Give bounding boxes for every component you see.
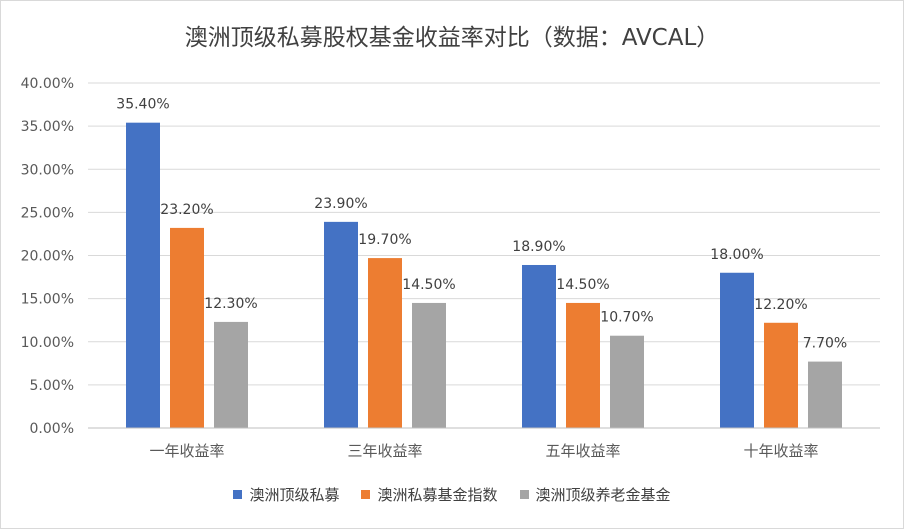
x-tick-label: 一年收益率 [149, 442, 224, 460]
data-label: 14.50% [556, 277, 609, 293]
bar [214, 321, 248, 428]
x-tick-label: 十年收益率 [743, 442, 818, 460]
data-label: 12.30% [204, 296, 257, 312]
y-tick-label: 5.00% [30, 378, 74, 394]
legend-label: 澳洲顶级私募 [249, 486, 340, 504]
x-tick-label: 三年收益率 [347, 442, 422, 460]
chart-legend: 澳洲顶级私募 澳洲私募基金指数 澳洲顶级养老金基金 [0, 484, 904, 505]
bar [324, 221, 358, 428]
data-label: 23.90% [314, 196, 367, 212]
bar [808, 361, 842, 428]
bar [126, 122, 160, 429]
bar [764, 322, 798, 428]
y-tick-label: 25.00% [21, 205, 74, 221]
chart-title: 澳洲顶级私募股权基金收益率对比（数据：AVCAL） [184, 25, 720, 51]
y-tick-label: 20.00% [21, 249, 74, 265]
y-tick-label: 35.00% [21, 119, 74, 135]
bar [566, 302, 600, 428]
data-label: 10.70% [600, 310, 653, 326]
data-label: 23.20% [160, 202, 213, 218]
bar [368, 258, 402, 428]
data-label: 19.70% [358, 232, 411, 248]
bar [412, 302, 446, 428]
data-label: 35.40% [116, 97, 169, 113]
data-label: 18.00% [710, 247, 763, 263]
y-tick-label: 15.00% [21, 292, 74, 308]
legend-item: 澳洲顶级私募 [233, 484, 339, 505]
bar [610, 335, 644, 428]
legend-swatch [519, 490, 529, 499]
legend-item: 澳洲顶级养老金基金 [519, 484, 671, 505]
legend-swatch [361, 490, 371, 499]
x-tick-label: 五年收益率 [545, 442, 620, 460]
legend-label: 澳洲私募基金指数 [377, 486, 498, 504]
legend-item: 澳洲私募基金指数 [361, 484, 498, 505]
legend-swatch [233, 490, 243, 499]
data-label: 12.20% [754, 297, 807, 313]
data-label: 18.90% [512, 239, 565, 255]
legend-label: 澳洲顶级养老金基金 [535, 486, 671, 504]
bar [170, 227, 204, 428]
bar [720, 272, 754, 428]
y-tick-label: 40.00% [21, 76, 74, 92]
data-label: 7.70% [803, 336, 847, 352]
y-tick-label: 30.00% [21, 162, 74, 178]
data-label: 14.50% [402, 277, 455, 293]
y-tick-label: 10.00% [21, 335, 74, 351]
y-tick-label: 0.00% [30, 421, 74, 437]
bar [522, 264, 556, 428]
